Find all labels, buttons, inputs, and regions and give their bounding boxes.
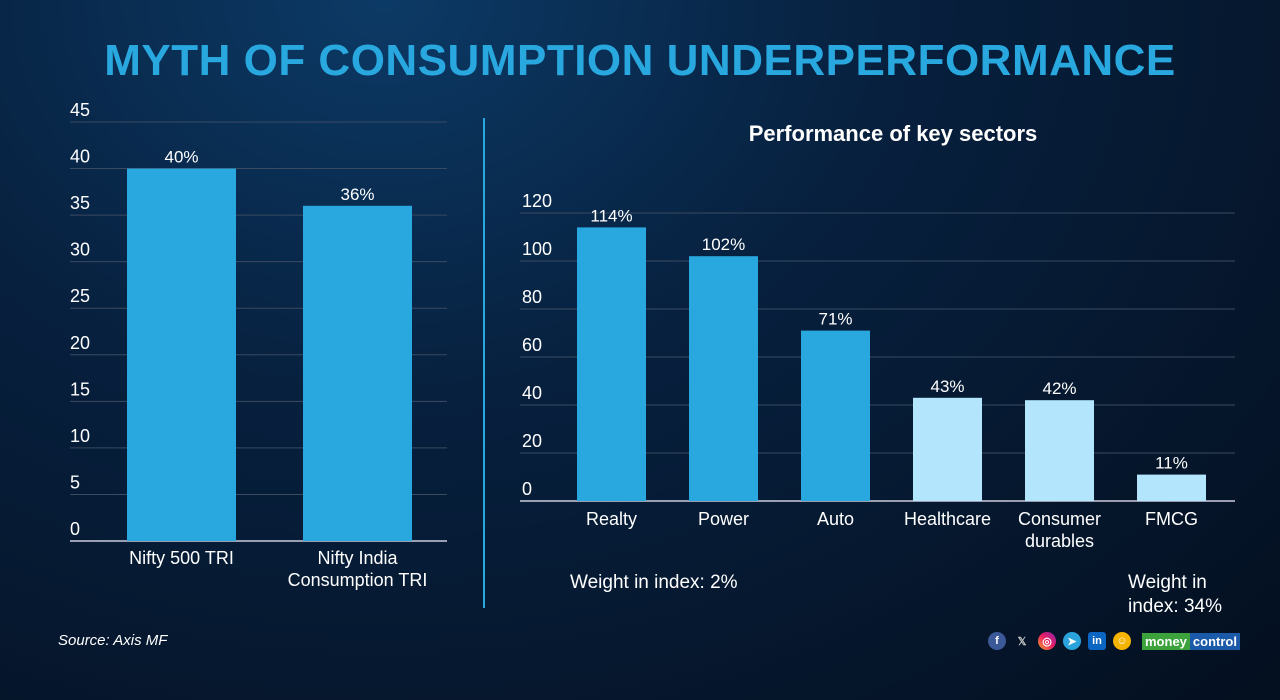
y-tick-label: 80 [522,287,542,307]
bar [689,256,758,501]
bar [1025,400,1094,501]
y-tick-label: 10 [70,426,90,446]
data-label: 40% [164,148,198,167]
data-label: 102% [702,235,745,254]
category-label: Auto [817,509,854,529]
category-label: Nifty 500 TRI [129,548,234,568]
category-label: Healthcare [904,509,991,529]
category-label: Nifty India [317,548,398,568]
bar [303,205,412,542]
linkedin-icon[interactable]: in [1088,632,1106,650]
social-icons: f 𝕏 ◎ ➤ in ☺ money control [988,632,1240,650]
telegram-icon[interactable]: ➤ [1063,632,1081,650]
moneycontrol-logo: money control [1142,632,1240,650]
category-label: Consumption TRI [288,570,428,590]
category-label: FMCG [1145,509,1198,529]
category-label: Consumer [1018,509,1101,529]
weight-note-left: Weight in index: 2% [570,572,738,593]
instagram-icon[interactable]: ◎ [1038,632,1056,650]
facebook-icon[interactable]: f [988,632,1006,650]
y-tick-label: 120 [522,191,552,211]
category-label: Realty [586,509,637,529]
source-note: Source: Axis MF [58,632,168,649]
bar [1137,474,1206,501]
weight-note-right: Weight in index: 34% [1128,572,1223,617]
bar [913,397,982,501]
brand-part2: control [1189,632,1240,650]
y-tick-label: 15 [70,379,90,399]
data-label: 114% [590,206,632,225]
y-tick-label: 40 [70,147,90,167]
category-label: durables [1025,531,1094,551]
y-tick-label: 30 [70,240,90,260]
bar [801,330,870,501]
data-label: 11% [1155,454,1188,473]
y-tick-label: 25 [70,286,90,306]
data-label: 42% [1042,379,1076,398]
y-tick-label: 35 [70,193,90,213]
y-tick-label: 5 [70,472,80,492]
y-tick-label: 100 [522,239,552,259]
y-tick-label: 45 [70,100,90,120]
page-title: MYTH OF CONSUMPTION UNDERPERFORMANCE [104,36,1176,85]
x-icon[interactable]: 𝕏 [1017,635,1027,648]
data-label: 71% [818,310,852,329]
y-tick-label: 20 [70,333,90,353]
bar [127,168,236,542]
y-tick-label: 0 [70,519,80,539]
y-tick-label: 60 [522,335,542,355]
bar [577,227,646,501]
y-tick-label: 0 [522,479,532,499]
snapchat-icon[interactable]: ☺ [1113,632,1131,650]
chart-title: Performance of key sectors [749,121,1038,146]
divider [483,118,485,608]
data-label: 43% [930,377,964,396]
category-label: Power [698,509,749,529]
brand-part1: money [1142,632,1190,650]
y-tick-label: 40 [522,383,542,403]
y-tick-label: 20 [522,431,542,451]
data-label: 36% [340,185,374,204]
